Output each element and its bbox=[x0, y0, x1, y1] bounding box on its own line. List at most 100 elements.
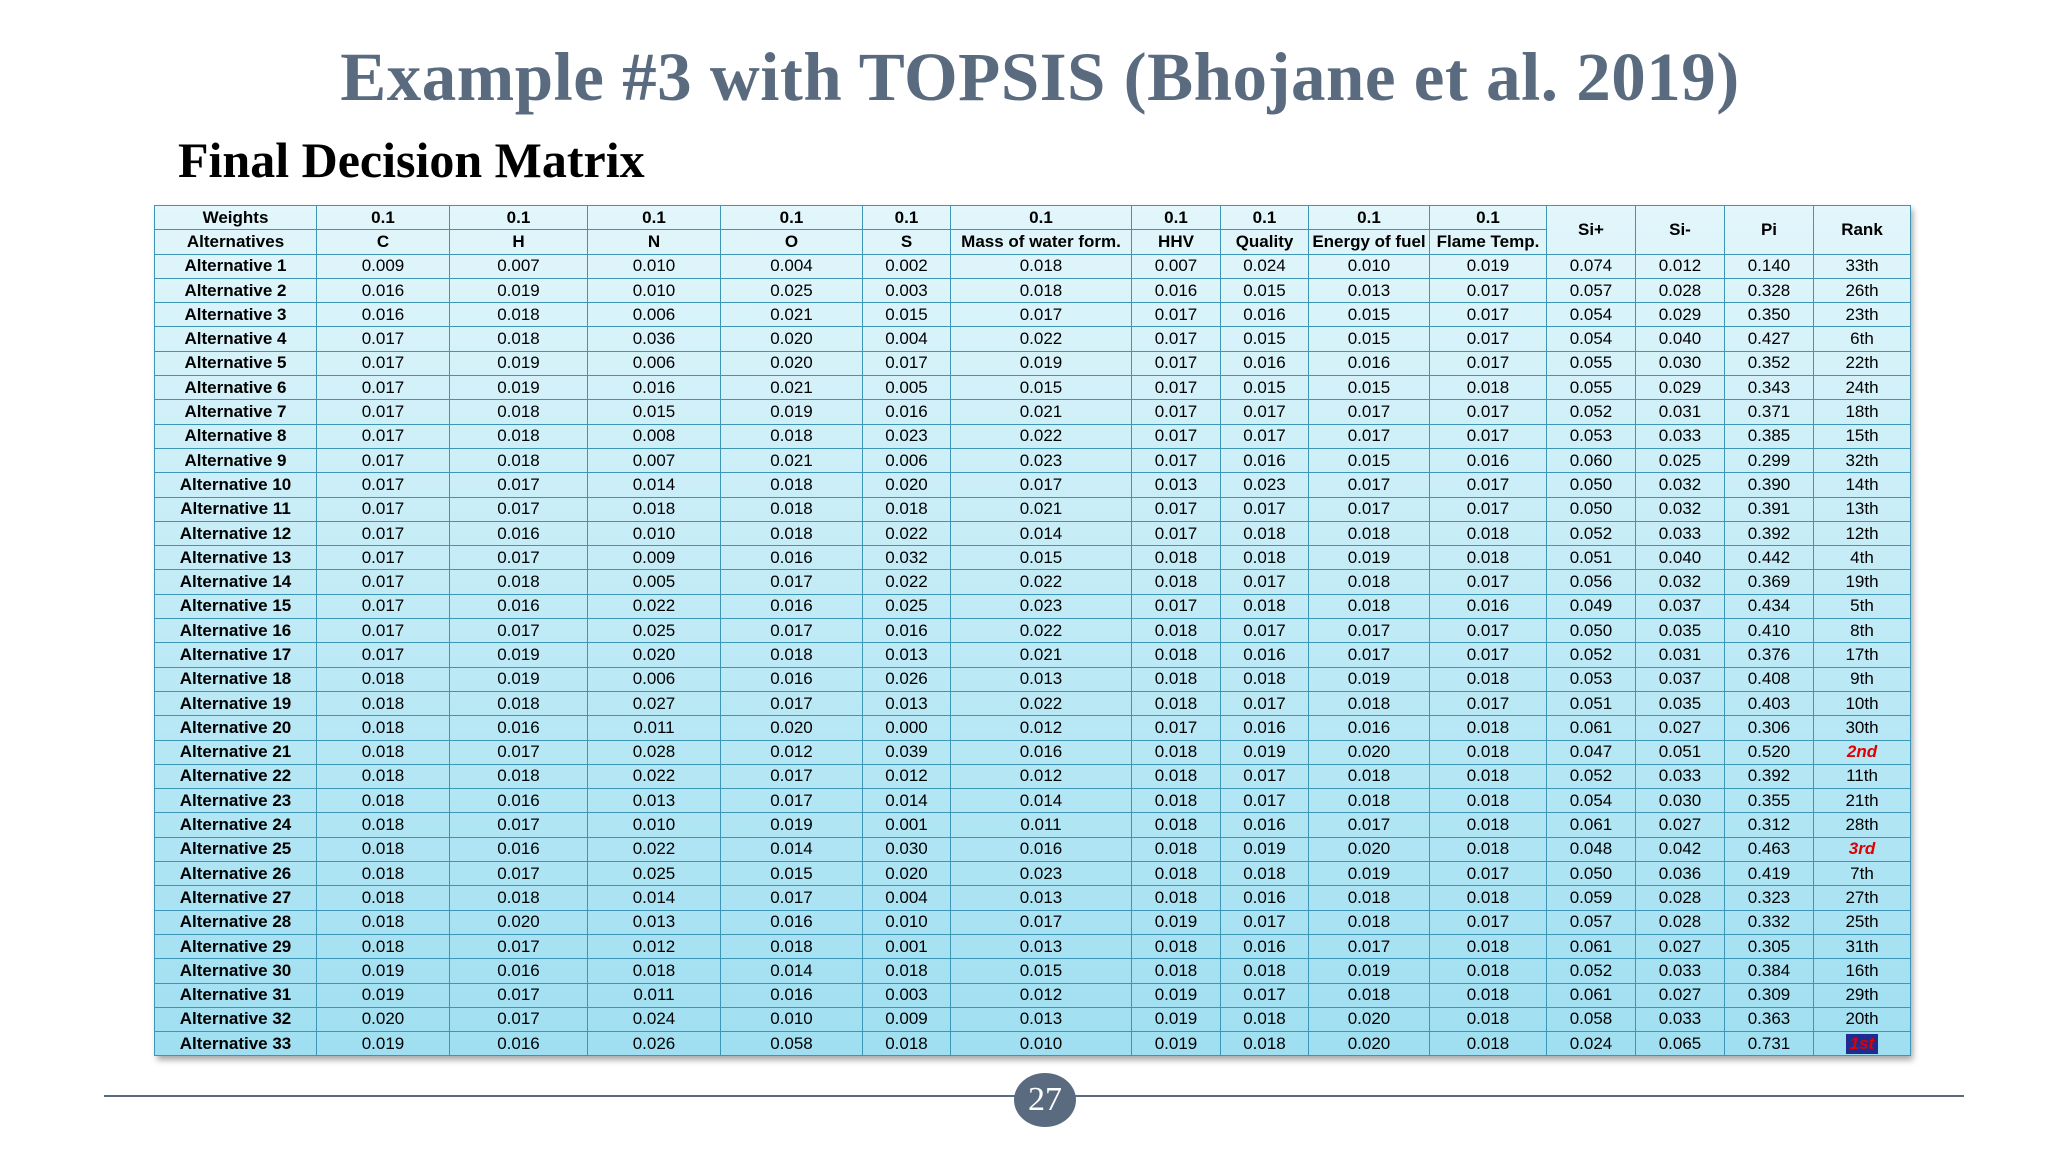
value-cell: 0.391 bbox=[1724, 496, 1814, 522]
value-cell: 0.018 bbox=[1220, 593, 1309, 620]
rank-cell: 12th bbox=[1813, 520, 1911, 547]
value-cell: 0.017 bbox=[449, 472, 588, 498]
table-row: Alternative 13 0.017 0.017 0.009 0.016 0.032 0… bbox=[154, 545, 1911, 571]
value-cell: 0.015 bbox=[1220, 277, 1309, 304]
value-cell: 0.299 bbox=[1724, 447, 1814, 474]
rank-cell: 6th bbox=[1813, 326, 1911, 352]
value-cell: 0.018 bbox=[587, 958, 721, 984]
value-cell: 0.019 bbox=[1220, 739, 1309, 765]
rank-cell: 8th bbox=[1813, 618, 1911, 644]
value-cell: 0.018 bbox=[1429, 1031, 1547, 1057]
value-cell: 0.039 bbox=[862, 739, 951, 765]
value-cell: 0.017 bbox=[1308, 933, 1430, 960]
value-cell: 0.019 bbox=[449, 277, 588, 304]
value-cell: 0.042 bbox=[1635, 836, 1725, 863]
value-cell: 0.017 bbox=[720, 690, 863, 717]
alternative-name: Alternative 5 bbox=[154, 350, 317, 377]
value-cell: 0.016 bbox=[449, 593, 588, 620]
value-cell: 0.018 bbox=[449, 399, 588, 425]
value-cell: 0.022 bbox=[587, 593, 721, 620]
value-cell: 0.032 bbox=[1635, 569, 1725, 595]
value-cell: 0.022 bbox=[587, 763, 721, 790]
alternative-name: Alternative 16 bbox=[154, 618, 317, 644]
value-cell: 0.023 bbox=[950, 447, 1132, 474]
value-cell: 0.057 bbox=[1546, 909, 1636, 935]
rank-cell: 26th bbox=[1813, 277, 1911, 304]
value-cell: 0.731 bbox=[1724, 1031, 1814, 1057]
value-cell: 0.050 bbox=[1546, 472, 1636, 498]
table-row: Alternative 8 0.017 0.018 0.008 0.018 0.023 0.… bbox=[154, 423, 1911, 449]
alternative-name: Alternative 10 bbox=[154, 472, 317, 498]
value-cell: 0.022 bbox=[950, 423, 1132, 449]
table-row: Alternative 9 0.017 0.018 0.007 0.021 0.006 0.… bbox=[154, 447, 1911, 474]
value-cell: 0.017 bbox=[1429, 302, 1547, 328]
value-cell: 0.027 bbox=[1635, 982, 1725, 1008]
value-cell: 0.010 bbox=[587, 520, 721, 547]
value-cell: 0.017 bbox=[1131, 326, 1221, 352]
value-cell: 0.385 bbox=[1724, 423, 1814, 449]
value-cell: 0.017 bbox=[1429, 569, 1547, 595]
value-cell: 0.009 bbox=[587, 545, 721, 571]
value-cell: 0.018 bbox=[1429, 836, 1547, 863]
value-cell: 0.006 bbox=[862, 447, 951, 474]
value-cell: 0.014 bbox=[950, 788, 1132, 814]
value-cell: 0.016 bbox=[449, 520, 588, 547]
value-cell: 0.058 bbox=[720, 1031, 863, 1057]
alternative-name: Alternative 13 bbox=[154, 545, 317, 571]
value-cell: 0.019 bbox=[449, 642, 588, 668]
value-cell: 0.018 bbox=[720, 496, 863, 522]
value-cell: 0.010 bbox=[587, 253, 721, 279]
value-cell: 0.035 bbox=[1635, 618, 1725, 644]
value-cell: 0.018 bbox=[1429, 763, 1547, 790]
value-cell: 0.017 bbox=[1220, 690, 1309, 717]
table-row: Alternative 1 0.009 0.007 0.010 0.004 0.002 0.… bbox=[154, 253, 1911, 279]
value-cell: 0.061 bbox=[1546, 812, 1636, 838]
value-cell: 0.017 bbox=[950, 909, 1132, 935]
value-cell: 0.017 bbox=[449, 982, 588, 1008]
header-pi: Pi bbox=[1724, 205, 1814, 255]
value-cell: 0.018 bbox=[1131, 690, 1221, 717]
table-row: Alternative 22 0.018 0.018 0.022 0.017 0.012 0… bbox=[154, 763, 1911, 790]
table-row: Alternative 16 0.017 0.017 0.025 0.017 0.016 0… bbox=[154, 618, 1911, 644]
value-cell: 0.019 bbox=[1131, 909, 1221, 935]
value-cell: 0.376 bbox=[1724, 642, 1814, 668]
value-cell: 0.017 bbox=[316, 423, 450, 449]
value-cell: 0.056 bbox=[1546, 569, 1636, 595]
value-cell: 0.027 bbox=[1635, 933, 1725, 960]
value-cell: 0.033 bbox=[1635, 763, 1725, 790]
rank-cell: 7th bbox=[1813, 861, 1911, 887]
value-cell: 0.027 bbox=[1635, 812, 1725, 838]
value-cell: 0.032 bbox=[1635, 496, 1725, 522]
value-cell: 0.018 bbox=[862, 496, 951, 522]
alternative-name: Alternative 7 bbox=[154, 399, 317, 425]
value-cell: 0.018 bbox=[1131, 788, 1221, 814]
value-cell: 0.016 bbox=[1220, 933, 1309, 960]
section-subtitle: Final Decision Matrix bbox=[178, 132, 645, 188]
value-cell: 0.019 bbox=[449, 375, 588, 401]
value-cell: 0.017 bbox=[449, 861, 588, 887]
table-row: Alternative 24 0.018 0.017 0.010 0.019 0.001 0… bbox=[154, 812, 1911, 838]
header-rank: Rank bbox=[1813, 205, 1911, 255]
alternative-name: Alternative 2 bbox=[154, 277, 317, 304]
table-row: Alternative 7 0.017 0.018 0.015 0.019 0.016 0.… bbox=[154, 399, 1911, 425]
alternative-name: Alternative 28 bbox=[154, 909, 317, 935]
rank-cell: 27th bbox=[1813, 885, 1911, 911]
value-cell: 0.002 bbox=[862, 253, 951, 279]
value-cell: 0.015 bbox=[862, 302, 951, 328]
value-cell: 0.018 bbox=[950, 277, 1132, 304]
value-cell: 0.016 bbox=[449, 715, 588, 741]
alternative-name: Alternative 18 bbox=[154, 666, 317, 692]
value-cell: 0.427 bbox=[1724, 326, 1814, 352]
value-cell: 0.022 bbox=[950, 569, 1132, 595]
value-cell: 0.018 bbox=[1429, 1006, 1547, 1033]
value-cell: 0.016 bbox=[449, 836, 588, 863]
value-cell: 0.305 bbox=[1724, 933, 1814, 960]
value-cell: 0.008 bbox=[587, 423, 721, 449]
value-cell: 0.017 bbox=[720, 763, 863, 790]
value-cell: 0.019 bbox=[1308, 861, 1430, 887]
value-cell: 0.000 bbox=[862, 715, 951, 741]
value-cell: 0.520 bbox=[1724, 739, 1814, 765]
value-cell: 0.022 bbox=[950, 690, 1132, 717]
value-cell: 0.016 bbox=[1220, 885, 1309, 911]
table-row: Alternative 20 0.018 0.016 0.011 0.020 0.000 0… bbox=[154, 715, 1911, 741]
